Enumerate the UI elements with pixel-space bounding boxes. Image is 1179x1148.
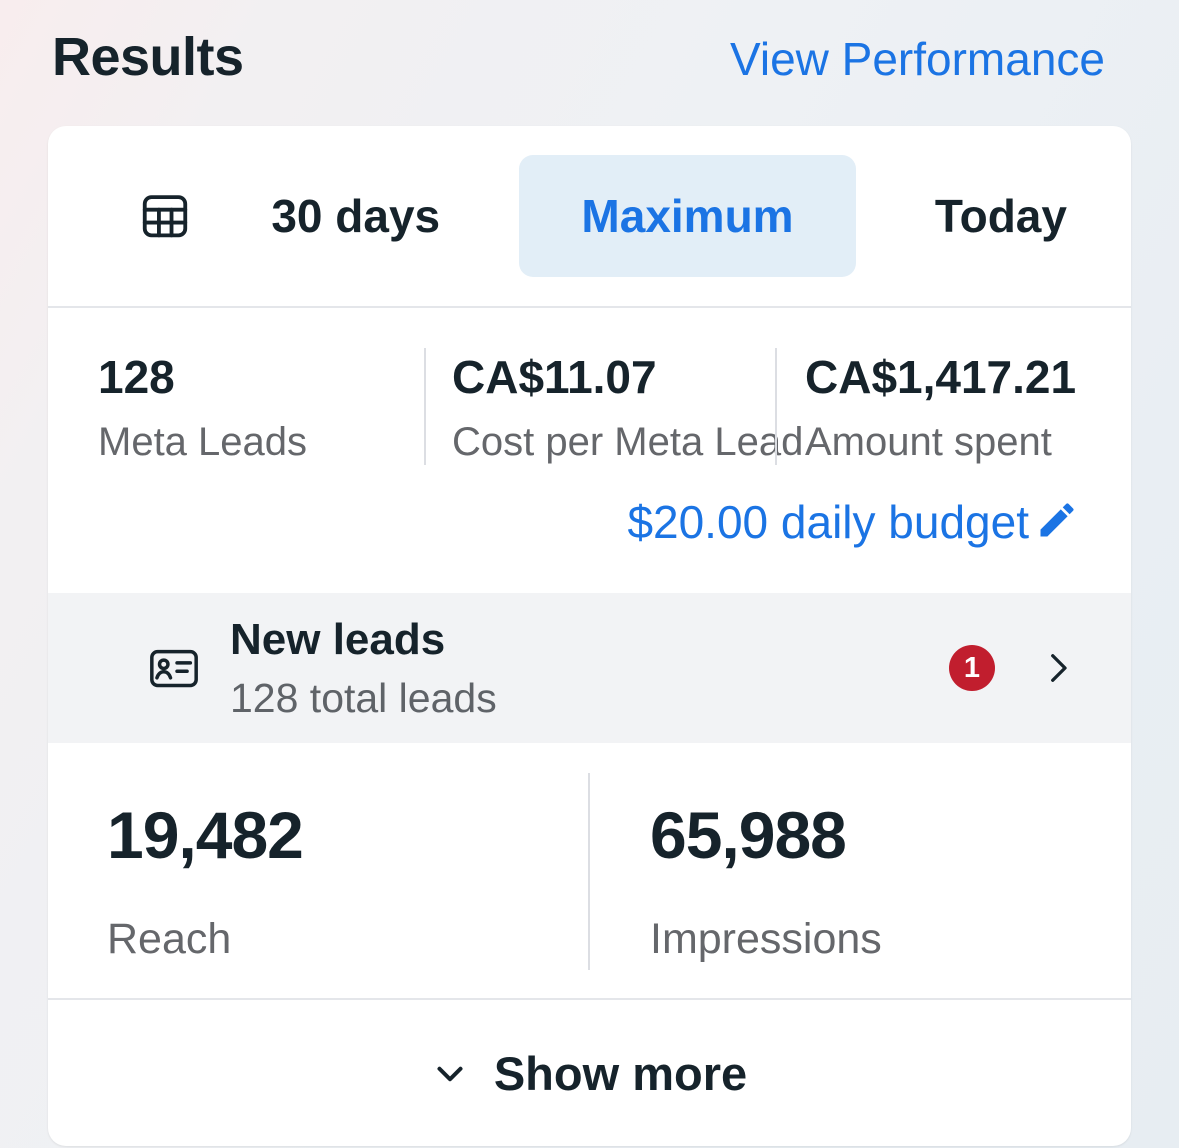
secondary-stats-row: 19,482 Reach 65,988 Impressions [48,743,1131,998]
stat-impressions: 65,988 Impressions [588,743,1131,998]
tab-30-days[interactable]: 30 days [271,190,441,242]
new-leads-title: New leads [230,614,446,664]
show-more-button[interactable]: Show more [48,998,1131,1146]
results-card: 30 days Maximum Today 128 Meta Leads CA$… [48,126,1131,1146]
new-leads-actions: 1 [949,645,1079,691]
stat-label: Impressions [650,915,882,963]
tab-maximum[interactable]: Maximum [519,155,856,277]
daily-budget-label: $20.00 daily budget [627,496,1029,548]
stat-value: 128 [98,351,175,403]
results-header: Results View Performance [0,0,1179,88]
view-performance-link[interactable]: View Performance [730,33,1105,85]
edit-pencil-icon [1035,498,1079,547]
new-leads-row[interactable]: New leads 128 total leads 1 [48,593,1131,743]
contact-card-icon [146,640,202,696]
stat-reach: 19,482 Reach [48,743,588,998]
primary-stats-row: 128 Meta Leads CA$11.07 Cost per Meta Le… [48,308,1131,469]
notification-badge: 1 [949,645,995,691]
stat-value: 19,482 [107,798,304,872]
new-leads-text: New leads 128 total leads [230,615,497,722]
stat-meta-leads: 128 Meta Leads [48,348,424,465]
new-leads-subtitle: 128 total leads [230,674,497,721]
stat-cost-per-lead: CA$11.07 Cost per Meta Lead [424,348,804,465]
daily-budget-link[interactable]: $20.00 daily budget [48,469,1131,593]
calendar-grid-icon[interactable] [138,189,192,243]
page-title: Results [52,27,244,87]
stat-label: Meta Leads [98,420,308,464]
date-range-tabs: 30 days Maximum Today [48,126,1131,308]
stat-amount-spent: CA$1,417.21 Amount spent [775,348,1131,465]
stat-label: Amount spent [805,420,1052,464]
stat-label: Reach [107,915,232,963]
stat-value: CA$1,417.21 [805,351,1077,403]
show-more-label: Show more [493,1046,748,1100]
chevron-right-icon [1037,647,1079,689]
stat-label: Cost per Meta Lead [452,420,804,464]
stat-value: 65,988 [650,798,847,872]
stat-value: CA$11.07 [452,351,657,403]
chevron-down-icon [432,1050,468,1097]
tab-today[interactable]: Today [934,190,1067,242]
